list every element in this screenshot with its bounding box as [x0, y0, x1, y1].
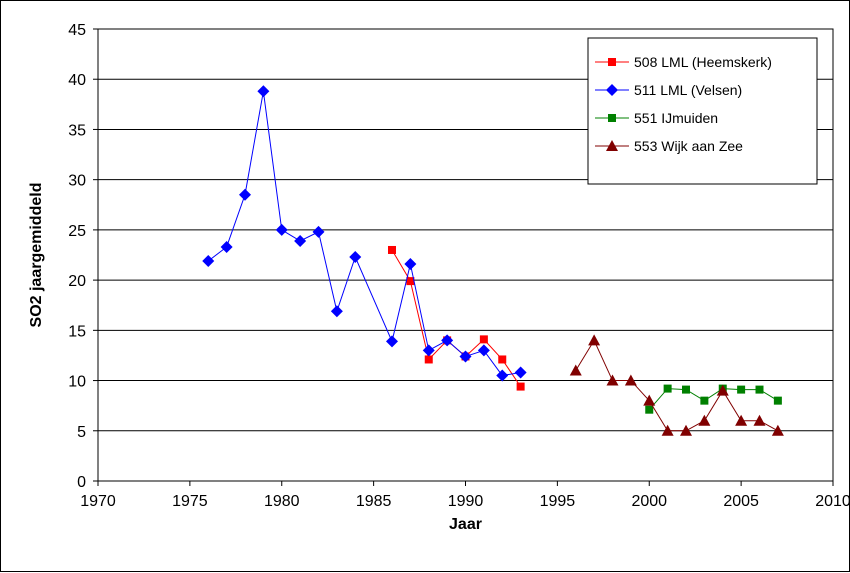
legend-item: 551 IJmuiden — [595, 110, 718, 126]
data-point — [663, 384, 672, 393]
legend-label: 551 IJmuiden — [634, 110, 718, 126]
data-point — [220, 240, 233, 253]
y-tick-label: 30 — [68, 173, 86, 190]
x-tick-label: 1970 — [80, 493, 116, 510]
data-point — [349, 251, 362, 264]
x-tick-label: 1975 — [172, 493, 208, 510]
data-point — [716, 384, 729, 396]
data-point — [753, 414, 766, 426]
data-point — [496, 369, 509, 382]
y-tick-label: 25 — [68, 223, 86, 240]
data-point — [514, 366, 527, 379]
x-tick-label: 2005 — [723, 493, 759, 510]
data-point — [498, 355, 507, 364]
data-point — [588, 334, 601, 346]
y-tick-label: 45 — [68, 22, 86, 39]
data-point — [773, 396, 782, 405]
data-point — [516, 382, 525, 391]
data-point — [239, 188, 251, 201]
data-point — [477, 344, 490, 357]
x-tick-label: 1990 — [448, 493, 484, 510]
y-axis-title: SO2 jaargemiddeld — [28, 183, 45, 328]
legend-marker — [606, 140, 618, 151]
data-point — [479, 335, 488, 344]
data-point — [735, 414, 748, 426]
data-point — [330, 305, 343, 318]
data-point — [569, 364, 582, 376]
y-tick-label: 35 — [68, 122, 86, 139]
data-point — [386, 335, 398, 348]
series-group — [202, 85, 784, 436]
data-point — [441, 334, 454, 347]
data-point — [661, 424, 674, 436]
x-tick-label: 1985 — [356, 493, 392, 510]
legend-label: 511 LML (Velsen) — [634, 82, 742, 98]
data-point — [682, 385, 690, 394]
data-point — [771, 424, 784, 436]
y-tick-label: 40 — [68, 72, 86, 89]
data-point — [645, 405, 654, 414]
y-tick-label: 0 — [77, 474, 86, 491]
y-tick-label: 5 — [77, 424, 86, 441]
data-point — [606, 374, 619, 386]
legend-item: 553 Wijk aan Zee — [595, 138, 743, 154]
series-line — [207, 91, 521, 377]
data-point — [388, 245, 396, 254]
y-axis-ticks: 0 5 10 15 20 25 30 35 40 45 — [68, 22, 98, 491]
series-4 — [569, 334, 784, 436]
data-point — [312, 225, 325, 238]
data-point — [755, 385, 764, 394]
data-point — [643, 394, 656, 406]
data-point — [202, 255, 215, 268]
data-point — [624, 374, 637, 386]
y-tick-label: 20 — [68, 273, 86, 290]
data-point — [422, 344, 435, 357]
series-3 — [645, 384, 782, 414]
data-point — [700, 396, 709, 405]
legend-item: 508 LML (Heemskerk) — [595, 54, 772, 70]
x-tick-label: 2010 — [815, 493, 850, 510]
x-axis-ticks: 1970 1975 1980 1985 1990 1995 2000 2005 2010 — [80, 481, 850, 510]
legend-marker — [608, 114, 616, 122]
legend-label: 553 Wijk aan Zee — [634, 138, 743, 154]
data-point — [737, 385, 746, 394]
data-point — [406, 277, 415, 286]
legend-label: 508 LML (Heemskerk) — [634, 54, 772, 70]
data-point — [275, 223, 288, 236]
data-point — [459, 350, 472, 363]
series-2 — [202, 85, 527, 382]
data-point — [680, 424, 692, 436]
data-point — [404, 258, 417, 271]
x-axis-title: Jaar — [449, 516, 482, 533]
legend: 508 LML (Heemskerk) 511 LML (Velsen) 551 I… — [587, 37, 818, 185]
legend-marker — [608, 58, 616, 66]
series-line — [575, 339, 779, 432]
x-tick-label: 1995 — [540, 493, 576, 510]
x-tick-label: 2000 — [631, 493, 667, 510]
data-point — [294, 234, 307, 247]
x-tick-label: 1980 — [264, 493, 300, 510]
data-point — [698, 414, 711, 426]
legend-marker — [606, 84, 618, 96]
data-point — [424, 355, 433, 364]
data-point — [257, 85, 270, 98]
y-tick-label: 15 — [68, 323, 86, 340]
legend-item: 511 LML (Velsen) — [595, 82, 742, 98]
y-tick-label: 10 — [68, 374, 86, 391]
